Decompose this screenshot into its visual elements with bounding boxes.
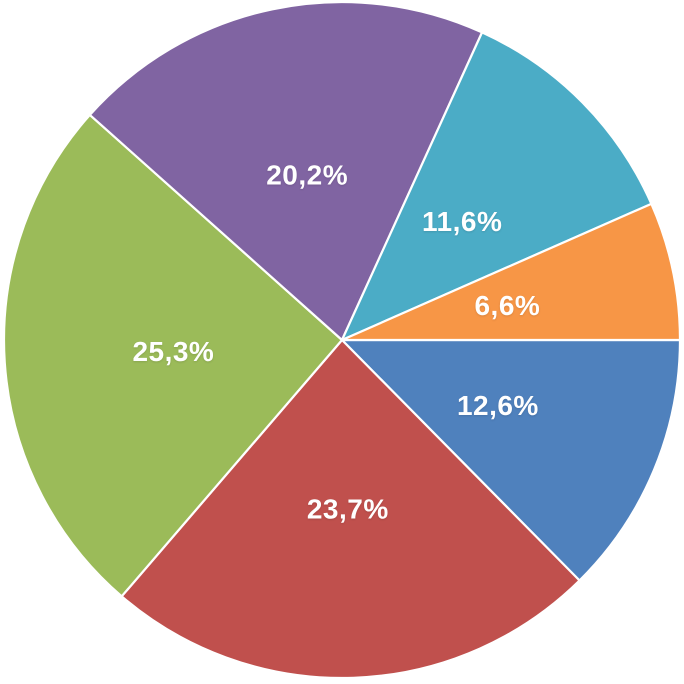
pie-slice-label-green: 25,3% (132, 336, 214, 367)
pie-slice-blue (340, 338, 682, 582)
pie-slice-label-orange: 6,6% (474, 290, 540, 321)
pie-slice-red (120, 338, 581, 680)
pie-slice-green (2, 113, 344, 598)
pie-slice-label-red: 23,7% (307, 494, 389, 525)
pie-slice-label-teal: 11,6% (422, 206, 502, 237)
pie-slice-label-purple: 20,2% (266, 159, 348, 190)
pie-slice-purple (88, 0, 484, 342)
pie-slice-label-blue: 12,6% (457, 390, 539, 421)
pie-slice-orange (340, 202, 682, 342)
pie-slice-teal (340, 31, 653, 342)
